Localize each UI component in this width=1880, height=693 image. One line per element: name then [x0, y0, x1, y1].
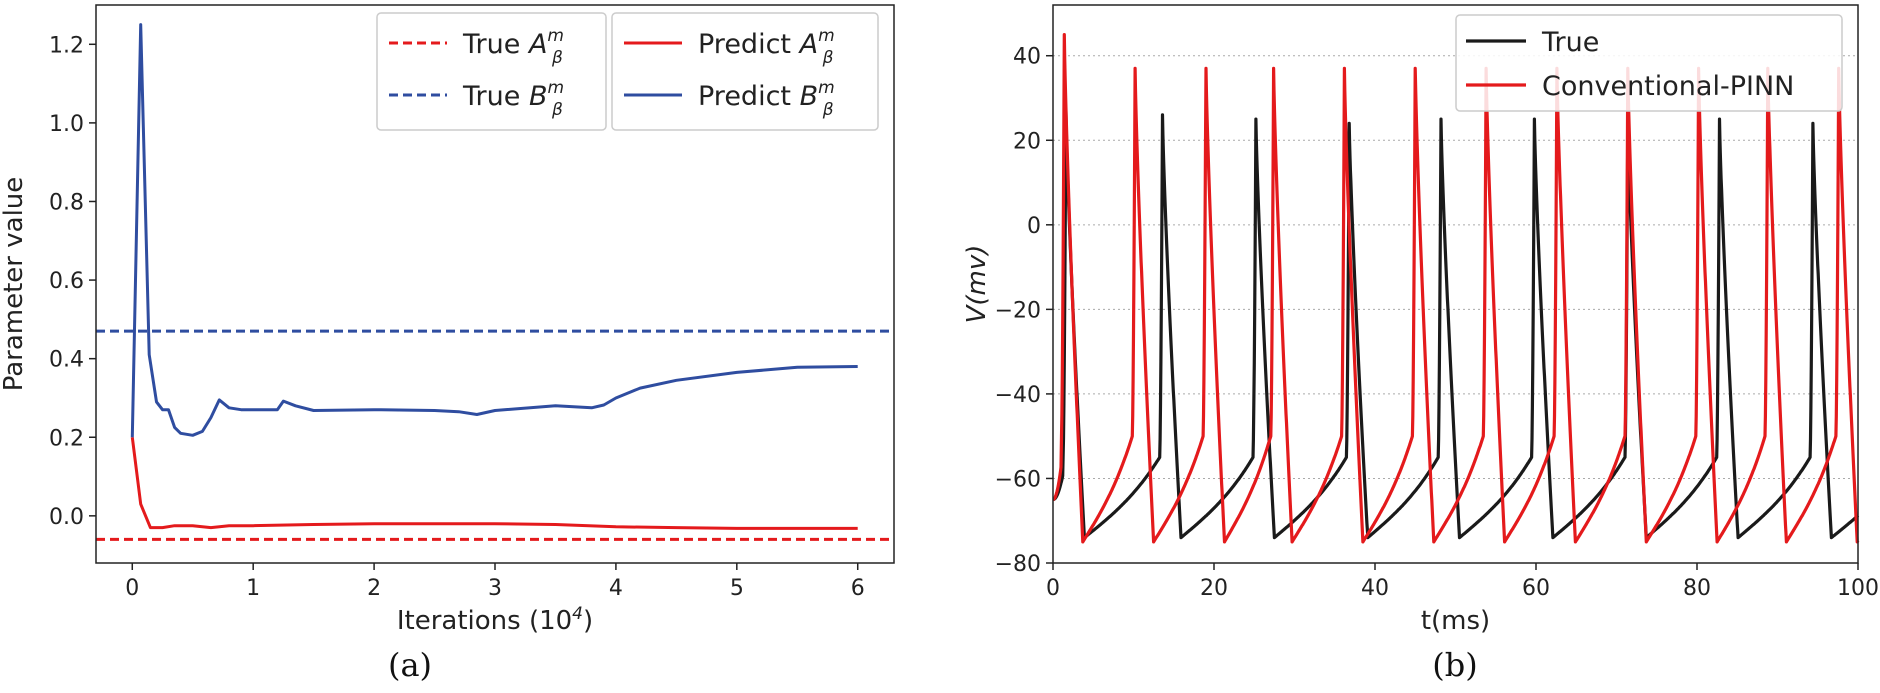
chart-a-legend: True Am β True Bm β Predict Am β Predict Bm β: [376, 12, 879, 131]
a-x-tick-label: 2: [367, 576, 381, 601]
b-x-tick-label: 60: [1522, 576, 1550, 601]
b-y-tick-label: −20: [995, 298, 1041, 323]
b-x-tick-label: 100: [1837, 576, 1879, 601]
a-x-tick-label: 4: [609, 576, 623, 601]
b-y-tick-label: −60: [995, 467, 1041, 492]
b-x-tick-label: 0: [1046, 576, 1060, 601]
chart-a-x-axis-label: Iterations (104): [397, 604, 593, 636]
legend-label: Predict Bm β: [698, 78, 835, 120]
legend-box: [1455, 14, 1843, 112]
series-true-line: [1051, 109, 1860, 540]
a-x-tick-label: 3: [488, 576, 502, 601]
b-x-tick-label: 20: [1200, 576, 1228, 601]
chart-a: 0 1 2 3 4 5 6 0.0 0.2 0.4 0.6 0.8 1.0 1.2 Iterations …: [0, 4, 895, 636]
caption-b: (b): [1432, 646, 1477, 684]
a-x-tick-label: 1: [246, 576, 260, 601]
a-x-tick-label: 6: [851, 576, 865, 601]
a-y-tick-label: 1.0: [49, 112, 84, 137]
chart-b-ticks: 0 20 40 60 80 100 −80 −60 −40 −20 0 20 40: [995, 45, 1879, 601]
legend-label: True: [1541, 27, 1599, 58]
a-y-tick-label: 0.4: [49, 348, 84, 373]
series-predict-b-line: [130, 23, 858, 438]
legend-label: True Am β: [462, 26, 564, 68]
chart-b-y-axis-label: V(mv): [962, 245, 992, 324]
a-y-tick-label: 0.0: [49, 505, 84, 530]
chart-b-legend: True Conventional-PINN: [1455, 14, 1843, 112]
legend-label: True Bm β: [462, 78, 564, 120]
a-x-tick-label: 5: [730, 576, 744, 601]
series-conventional-pinn-line: [1051, 32, 1860, 544]
legend-label: Conventional-PINN: [1542, 71, 1794, 102]
caption-a: (a): [388, 646, 432, 684]
b-y-tick-label: 20: [1013, 129, 1041, 154]
chart-a-ticks: 0 1 2 3 4 5 6 0.0 0.2 0.4 0.6 0.8 1.0 1.2: [49, 33, 865, 601]
chart-b-x-axis-label: t(ms): [1421, 606, 1490, 636]
chart-b-plot-area: [1051, 32, 1860, 544]
b-x-tick-label: 80: [1683, 576, 1711, 601]
a-y-tick-label: 0.8: [49, 190, 84, 215]
b-y-tick-label: 40: [1013, 45, 1041, 70]
a-y-tick-label: 0.2: [49, 426, 84, 451]
chart-b: 0 20 40 60 80 100 −80 −60 −40 −20 0 20 40 t(ms) V(mv…: [962, 4, 1879, 636]
b-y-tick-label: −80: [995, 552, 1041, 577]
chart-a-plot-area: [96, 23, 894, 541]
legend-label: Predict Am β: [698, 26, 835, 68]
b-y-tick-label: 0: [1027, 214, 1041, 239]
a-x-tick-label: 0: [125, 576, 139, 601]
chart-b-axes-frame: [1052, 4, 1859, 564]
a-y-tick-label: 1.2: [49, 33, 84, 58]
series-predict-a-line: [130, 437, 858, 530]
b-y-tick-label: −40: [995, 383, 1041, 408]
b-x-tick-label: 40: [1361, 576, 1389, 601]
chart-a-y-axis-label: Parameter value: [0, 177, 29, 392]
a-y-tick-label: 0.6: [49, 269, 84, 294]
